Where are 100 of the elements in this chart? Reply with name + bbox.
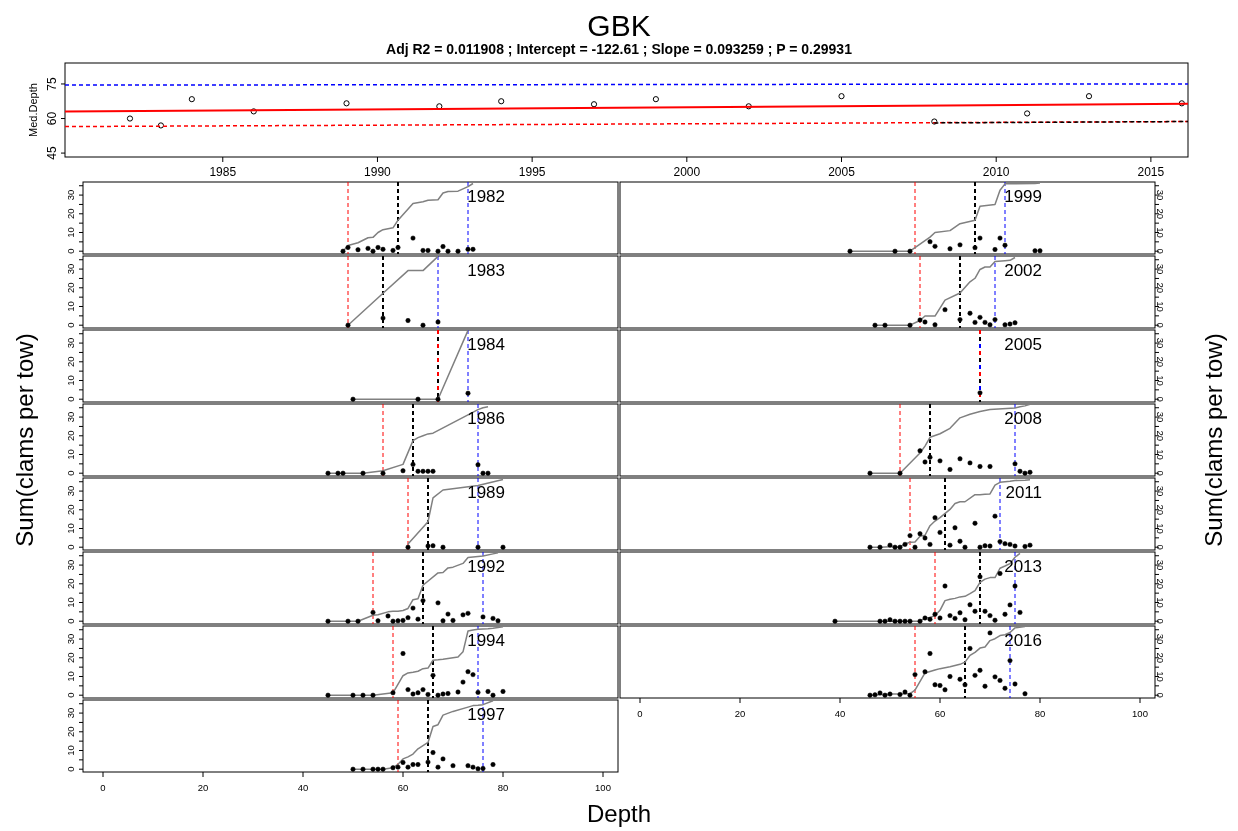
y-tick-label: 0 — [1154, 396, 1166, 402]
y-tick-label: 20 — [1154, 356, 1166, 368]
y-tick-label: 30 — [1154, 337, 1166, 349]
y-tick-label: 30 — [65, 485, 76, 497]
y-tick-label: 0 — [1154, 248, 1166, 254]
chart-title: 1989 — [467, 483, 505, 502]
y-tick-label: 0 — [65, 766, 76, 772]
x-tick-label: 20 — [734, 708, 746, 719]
chart-title: 2013 — [1004, 557, 1042, 576]
y-tick-label: 20 — [1154, 430, 1166, 442]
y-tick-label: 30 — [1154, 633, 1166, 645]
y-tick-label: 20 — [1154, 208, 1166, 220]
chart-title: 1992 — [467, 557, 505, 576]
y-tick-label: 20 — [65, 430, 76, 442]
y-tick-label: 10 — [65, 671, 76, 682]
y-tick-label: 0 — [65, 692, 76, 698]
x-tick-label: 2015 — [1137, 165, 1165, 179]
chart-title: 2002 — [1004, 261, 1042, 280]
chart-title: GBK — [587, 9, 651, 42]
chart-title: 1982 — [467, 187, 505, 206]
chart-title: 1983 — [467, 261, 505, 280]
x-tick-label: 1995 — [518, 165, 546, 179]
y-tick-label: 10 — [1154, 375, 1166, 386]
y-tick-label: 0 — [65, 470, 76, 476]
chart-title: 2016 — [1004, 631, 1042, 650]
y-tick-label: 10 — [65, 449, 76, 460]
y-tick-label: 0 — [1154, 470, 1166, 476]
y-tick-label: 20 — [65, 578, 76, 590]
y-tick-label: 0 — [65, 544, 76, 550]
x-tick-label: 80 — [1034, 708, 1046, 719]
y-tick-label: 30 — [1154, 411, 1166, 423]
y-tick-label: 0 — [1154, 618, 1166, 624]
x-tick-label: 40 — [834, 708, 846, 719]
y-tick-label: 10 — [65, 375, 76, 386]
y-tick-label: 30 — [1154, 189, 1166, 201]
y-tick-label: 20 — [1154, 578, 1166, 590]
y-tick-label: 0 — [65, 248, 76, 254]
y-tick-label: 30 — [65, 263, 76, 275]
x-tick-label: 0 — [100, 782, 106, 793]
y-tick-label: 20 — [65, 726, 76, 738]
y-tick-label: 30 — [65, 707, 76, 719]
y-tick-label: 10 — [65, 745, 76, 756]
y-tick-label: 0 — [65, 396, 76, 402]
x-tick-label: 2010 — [982, 165, 1010, 179]
chart-subtitle: Adj R2 = 0.011908 ; Intercept = -122.61 ; Slope = 0.093259 ; P = 0.29931 — [386, 41, 853, 57]
y-tick-label: 10 — [1154, 449, 1166, 460]
y-tick-label: 30 — [65, 411, 76, 423]
y-tick-label: 10 — [65, 301, 76, 312]
y-tick-label: 10 — [65, 523, 76, 534]
y-tick-label: 0 — [65, 618, 76, 624]
chart-title: 2005 — [1004, 335, 1042, 354]
y-tick-label: 20 — [1154, 652, 1166, 664]
y-tick-label: 20 — [1154, 504, 1166, 516]
y-tick-label: 0 — [1154, 544, 1166, 550]
y-tick-label: 0 — [1154, 322, 1166, 328]
x-tick-label: 80 — [497, 782, 509, 793]
y-tick-label: 30 — [65, 189, 76, 201]
y-tick-label: 20 — [65, 208, 76, 220]
x-tick-label: 1990 — [364, 165, 392, 179]
x-tick-label: 1985 — [209, 165, 237, 179]
y-tick-label: 10 — [1154, 597, 1166, 608]
y-tick-label: 30 — [65, 559, 76, 571]
y-axis-title: Med.Depth — [27, 83, 39, 137]
chart-title: 1999 — [1004, 187, 1042, 206]
y-tick-label: 0 — [65, 322, 76, 328]
chart-title: 1986 — [467, 409, 505, 428]
x-tick-label: 20 — [197, 782, 209, 793]
y-axis-title: Sum(clams per tow) — [11, 333, 38, 547]
chart-title: 2008 — [1004, 409, 1042, 428]
y-tick-label: 60 — [45, 111, 59, 126]
y-tick-label: 20 — [65, 652, 76, 664]
y-tick-label: 10 — [1154, 671, 1166, 682]
y-tick-label: 45 — [45, 146, 59, 160]
y-tick-label: 30 — [1154, 559, 1166, 571]
x-tick-label: 40 — [297, 782, 309, 793]
y-tick-label: 20 — [65, 282, 76, 294]
y-tick-label: 20 — [65, 356, 76, 368]
y-tick-label: 30 — [1154, 485, 1166, 497]
y-tick-label: 10 — [1154, 227, 1166, 238]
y-tick-label: 0 — [1154, 692, 1166, 698]
x-tick-label: 60 — [397, 782, 409, 793]
y-tick-label: 10 — [65, 597, 76, 608]
x-tick-label: 2005 — [828, 165, 856, 179]
y-tick-label: 10 — [1154, 301, 1166, 312]
chart-title: 1984 — [467, 335, 505, 354]
y-tick-label: 30 — [1154, 263, 1166, 275]
y-tick-label: 30 — [65, 633, 76, 645]
x-tick-label: 0 — [637, 708, 643, 719]
x-tick-label: 2000 — [673, 165, 701, 179]
chart-title: 2011 — [1005, 483, 1042, 502]
y-tick-label: 75 — [45, 76, 59, 91]
y-tick-label: 20 — [65, 504, 76, 516]
x-tick-label: 60 — [934, 708, 946, 719]
x-axis-title: Depth — [586, 800, 652, 827]
y-tick-label: 30 — [65, 337, 76, 349]
x-tick-label: 100 — [595, 782, 611, 793]
y-tick-label: 20 — [1154, 282, 1166, 294]
chart-title: 1994 — [467, 631, 505, 650]
y-tick-label: 10 — [1154, 523, 1166, 534]
y-tick-label: 10 — [65, 227, 76, 238]
